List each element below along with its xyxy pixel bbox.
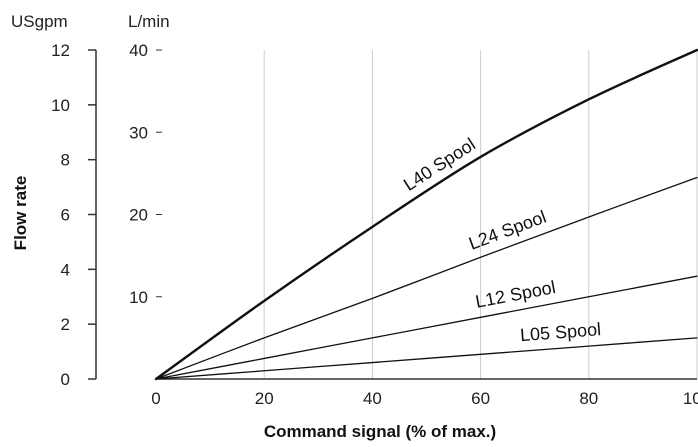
- lmin-tick-label-20: 20: [129, 206, 148, 225]
- x-tick-label-40: 40: [363, 389, 382, 408]
- series-line-l40-spool: [154, 48, 698, 381]
- lmin-tick-label-30: 30: [129, 123, 148, 142]
- x-tick-label-60: 60: [471, 389, 490, 408]
- lmin-tick-label-10: 10: [129, 288, 148, 307]
- lmin-unit-label: L/min: [128, 12, 170, 31]
- x-tick-label-0: 0: [151, 389, 160, 408]
- lmin-tick-label-40: 40: [129, 41, 148, 60]
- series-lines: [154, 48, 698, 381]
- usgpm-tick-label-0: 0: [61, 370, 70, 389]
- usgpm-tick-label-12: 12: [51, 41, 70, 60]
- usgpm-tick-label-10: 10: [51, 96, 70, 115]
- series-line-l12-spool: [155, 275, 698, 380]
- usgpm-tick-label-2: 2: [61, 315, 70, 334]
- usgpm-tick-label-8: 8: [61, 151, 70, 170]
- x-axis-title: Command signal (% of max.): [264, 422, 496, 441]
- usgpm-tick-label-6: 6: [61, 206, 70, 225]
- x-tick-label-80: 80: [579, 389, 598, 408]
- series-label-l12-spool: L12 Spool: [474, 277, 557, 312]
- grid-lines: [263, 50, 698, 379]
- series-line-l05-spool: [155, 337, 698, 380]
- axes: 10 20 30 40 0 20 40 60 80 100 0 2 4 6 8 10 12: [51, 41, 698, 408]
- usgpm-unit-label: USgpm: [11, 12, 68, 31]
- x-tick-label-20: 20: [255, 389, 274, 408]
- y-axis-title: Flow rate: [11, 176, 30, 251]
- series-line-l24-spool: [155, 176, 698, 380]
- usgpm-tick-label-4: 4: [61, 260, 70, 279]
- x-tick-label-100: 100: [683, 389, 698, 408]
- series-label-l05-spool: L05 Spool: [519, 319, 601, 345]
